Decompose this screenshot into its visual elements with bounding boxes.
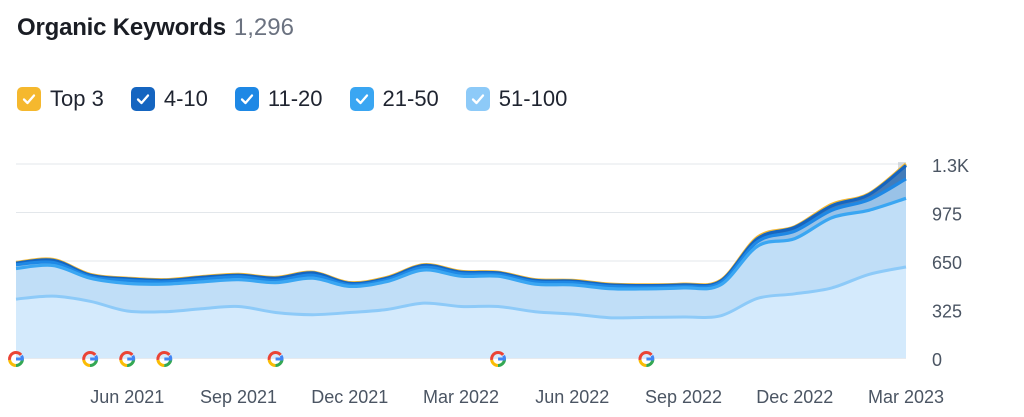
x-tick-label: Jun 2021 <box>90 387 164 407</box>
chart-title: Organic Keywords <box>17 14 226 41</box>
google-icon-arc <box>119 359 128 367</box>
legend: Top 3 4-10 11-20 21-50 51-100 <box>17 86 594 112</box>
google-icon-arc <box>638 359 647 367</box>
google-icon <box>119 351 136 367</box>
google-icon-arc <box>267 351 282 361</box>
google-icon-arc <box>156 359 165 367</box>
google-icon-arc <box>82 359 91 367</box>
y-tick-label: 325 <box>932 302 962 322</box>
google-icon <box>82 351 99 367</box>
chart-header: Organic Keywords 1,296 <box>17 14 294 42</box>
x-tick-label: Mar 2022 <box>423 387 499 407</box>
series-area <box>16 267 906 358</box>
x-tick-label: Dec 2021 <box>311 387 388 407</box>
y-tick-label: 0 <box>932 350 942 370</box>
google-icon-arc <box>119 351 134 361</box>
series-line <box>15 265 907 320</box>
google-icon-arc <box>638 351 653 361</box>
x-tick-label: Sep 2022 <box>645 387 722 407</box>
legend-item-4-10[interactable]: 4-10 <box>130 86 208 112</box>
legend-label: 51-100 <box>498 86 568 111</box>
google-icon <box>156 351 173 367</box>
google-icon-arc <box>156 351 171 361</box>
keyword-count: 1,296 <box>233 14 294 41</box>
checkbox-checked-icon[interactable] <box>17 87 41 111</box>
x-tick-label: Jun 2022 <box>535 387 609 407</box>
checkbox-checked-icon[interactable] <box>234 87 259 111</box>
legend-item-21-50[interactable]: 21-50 <box>349 86 439 112</box>
legend-item-51-100[interactable]: 51-100 <box>465 86 568 112</box>
google-icon-arc <box>267 359 276 367</box>
series-line <box>15 177 907 289</box>
legend-label: 4-10 <box>163 86 208 111</box>
y-tick-label: 975 <box>932 205 962 225</box>
google-icon-arc <box>82 351 97 361</box>
google-icon-arc <box>8 359 17 367</box>
legend-label: Top 3 <box>50 86 104 111</box>
legend-label: 21-50 <box>382 86 439 111</box>
x-tick-label: Dec 2022 <box>756 387 833 407</box>
legend-item-top-3[interactable]: Top 3 <box>17 86 104 112</box>
x-tick-label: Mar 2023 <box>868 387 944 407</box>
checkbox-checked-icon[interactable] <box>349 87 374 111</box>
google-icon <box>490 351 507 367</box>
google-icon-arc <box>8 351 23 361</box>
legend-label: 11-20 <box>267 86 323 111</box>
y-tick-label: 650 <box>932 253 962 273</box>
google-icon-arc <box>490 351 505 361</box>
y-tick-label: 1.3K <box>932 156 969 176</box>
google-icon <box>8 351 24 367</box>
checkbox-checked-icon[interactable] <box>130 87 155 111</box>
checkbox-checked-icon[interactable] <box>465 87 490 111</box>
google-icon-arc <box>490 359 499 367</box>
legend-item-11-20[interactable]: 11-20 <box>234 86 323 112</box>
series-line <box>15 196 907 291</box>
x-tick-label: Sep 2021 <box>200 387 277 407</box>
keywords-area-chart: 0 325 650 975 1.3K Jun 2021 Sep 2021 Dec 2021 Ma… <box>8 156 969 407</box>
google-icon <box>267 351 284 367</box>
google-icon <box>638 351 655 367</box>
